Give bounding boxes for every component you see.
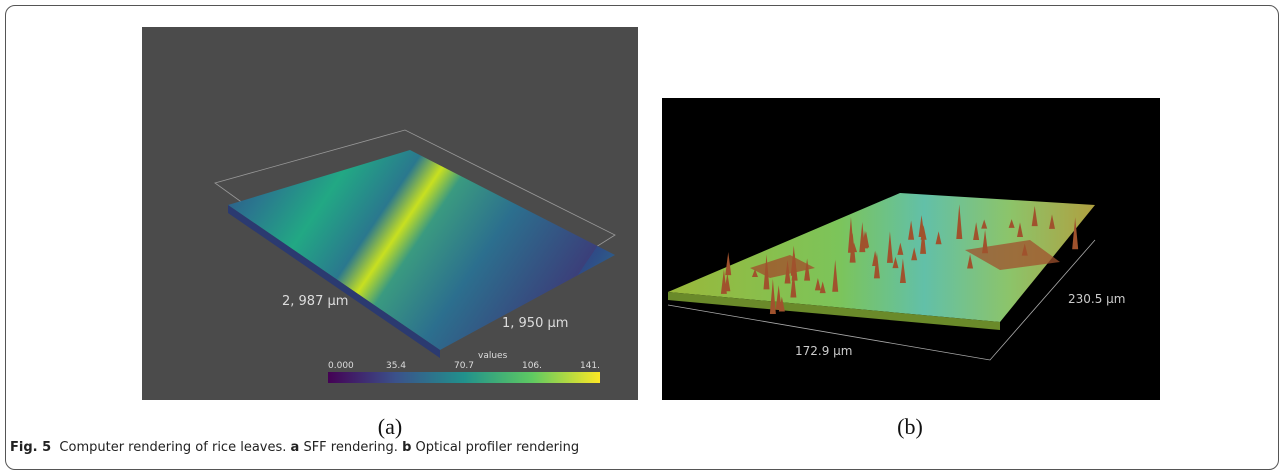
colorbar-tick-label: 70.7: [454, 361, 474, 371]
panel-label: (a): [378, 414, 402, 439]
figure-number: Fig. 5: [10, 440, 51, 455]
part-letter: b: [402, 440, 411, 455]
part-text: SFF rendering.: [303, 440, 397, 455]
width-label: 172.9 μm: [795, 344, 853, 358]
colorbar: [328, 372, 600, 383]
figure: 2, 987 μm 1, 950 μm values 0.000 35.4 70.7…: [0, 0, 1284, 474]
panel-label: (b): [897, 414, 923, 439]
depth-label: 1, 950 μm: [502, 316, 568, 331]
colorbar-tick-label: 0.000: [328, 361, 354, 371]
colorbar-tick-label: 35.4: [386, 361, 406, 371]
depth-label: 230.5 μm: [1068, 292, 1126, 306]
caption: Fig. 5 Computer rendering of rice leaves…: [10, 440, 579, 455]
caption-text: Computer rendering of rice leaves.: [59, 440, 286, 455]
part-text: Optical profiler rendering: [416, 440, 580, 455]
width-label: 2, 987 μm: [282, 294, 348, 309]
colorbar-title: values: [478, 351, 508, 361]
part-letter: a: [291, 440, 300, 455]
colorbar-tick-label: 141.: [580, 361, 600, 371]
colorbar-tick-label: 106.: [522, 361, 542, 371]
